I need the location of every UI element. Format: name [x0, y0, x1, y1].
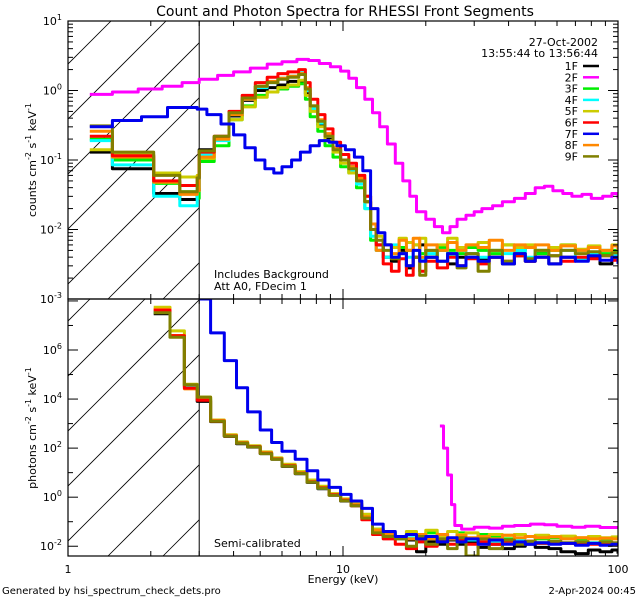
y-tick-label: 102	[43, 440, 62, 455]
legend-label-5F: 5F	[565, 105, 578, 118]
annotation-attenuator: Att A0, FDecim 1	[214, 280, 307, 293]
legend-label-8F: 8F	[565, 139, 578, 152]
count-spectrum-panel: 101 100 10-1 10-2 10-3 Includes Background A…	[0, 0, 619, 306]
legend-label-2F: 2F	[565, 71, 578, 84]
footer-timestamp: 2-Apr-2024 00:45	[549, 586, 636, 597]
count-series-7F	[89, 106, 618, 268]
hatch-line	[68, 409, 200, 542]
count-series-2F	[89, 57, 618, 235]
hatch-line	[0, 256, 78, 556]
y-tick-label: 10-2	[40, 538, 62, 553]
photon-series-7F	[199, 299, 618, 547]
legend-label-7F: 7F	[565, 128, 578, 141]
hatch-line	[218, 256, 518, 556]
photon-axes: 106 104 102 100 10-21 10 100	[40, 298, 629, 576]
hatch-line	[0, 256, 23, 556]
legend-label-9F: 9F	[565, 150, 578, 163]
hatch-line	[68, 21, 167, 120]
annotation-semi-calibrated: Semi-calibrated	[214, 537, 301, 550]
hatch-line	[273, 256, 573, 556]
x-tick-label: 10	[336, 563, 350, 576]
legend-date: 27-Oct-2002	[529, 36, 598, 49]
legend-label-3F: 3F	[565, 83, 578, 96]
hatch-line	[68, 299, 91, 322]
photon-spectrum-panel: 106 104 102 100 10-21 10 100 Semi-calibrated p…	[0, 256, 640, 586]
y-tick-label: 106	[43, 342, 62, 357]
x-axis-label: Energy (keV)	[308, 573, 379, 586]
legend-label-1F: 1F	[565, 60, 578, 73]
photon-series-group	[153, 299, 618, 556]
hatch-line	[107, 207, 200, 299]
hatch-line	[68, 152, 200, 285]
hatch-line	[0, 0, 78, 299]
hatch-line	[68, 97, 200, 230]
hatch-line	[162, 519, 200, 556]
hatch-line	[383, 256, 640, 556]
y-tick-label: 101	[43, 13, 62, 28]
y-tick-label: 10-3	[40, 291, 62, 306]
count-series-group	[89, 57, 618, 277]
y-tick-label: 10-2	[40, 222, 62, 237]
legend-time-range: 13:55:44 to 13:56:44	[481, 47, 598, 60]
y-tick-label: 104	[43, 391, 62, 406]
legend-label-6F: 6F	[565, 117, 578, 130]
photon-series-2F	[439, 424, 618, 531]
hatch-line	[0, 0, 23, 299]
count-series-8F	[89, 72, 618, 259]
y-axis-label-counts: counts cm-2 s-1 keV-1	[24, 103, 39, 217]
hatch-line	[107, 464, 200, 556]
chart-title: Count and Photon Spectra for RHESSI Fron…	[156, 4, 534, 20]
x-tick-label: 100	[608, 563, 629, 576]
count-axes: 101 100 10-1 10-2 10-3	[40, 13, 619, 306]
y-tick-label: 100	[43, 489, 62, 504]
plot-frame	[67, 298, 619, 557]
y-tick-label: 10-1	[40, 152, 62, 167]
hatched-region	[0, 256, 640, 556]
hatch-line	[68, 299, 146, 377]
x-tick-label: 1	[65, 563, 72, 576]
y-tick-label: 100	[43, 83, 62, 98]
hatch-line	[68, 21, 112, 65]
hatch-line	[68, 354, 200, 487]
hatch-line	[68, 299, 200, 432]
y-axis-label-photons: photons cm-2 s-1 keV-1	[24, 367, 39, 489]
legend-label-4F: 4F	[565, 94, 578, 107]
footer-generated-by: Generated by hsi_spectrum_check_dets.pro	[2, 586, 221, 597]
annotation-background: Includes Background	[214, 268, 329, 281]
